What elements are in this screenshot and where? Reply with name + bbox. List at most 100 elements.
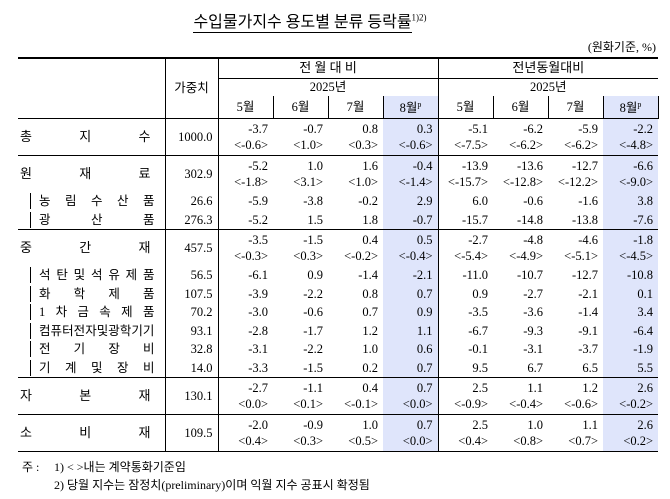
main-row: 자 본 재 130.1 -2.7 <0.0> -1.1 <0.1> 0.4 <-0.1> 0.7 <0… (18, 377, 659, 414)
value: 3.4 (637, 305, 654, 320)
contract-value: <-6.2> (509, 137, 544, 152)
value-cell: 0.7 (383, 358, 439, 377)
value: -3.5 (468, 305, 489, 320)
sub-row: 광 산 품 276.3 -5.2 1.5 1.8 -0.7 -15.7 -14.8 -13.8 -7.… (18, 210, 659, 230)
value: -6.1 (248, 268, 268, 283)
value: 0.8 (362, 286, 378, 301)
value-cell: -2.1 (383, 266, 439, 285)
header-row: 2025년 2025년 (18, 78, 658, 96)
label-char: 터 (62, 323, 74, 338)
value: 0.7 (362, 305, 378, 320)
value: 0.7 (416, 380, 433, 395)
value: 2.6 (637, 380, 654, 395)
label-char: 원 (20, 165, 32, 181)
value-cell: -1.6 (548, 192, 603, 211)
sub-row: 화 학 제 품 107.5 -3.9 -2.2 0.8 0.7 0.9 -2.7 -2.1 0.1 (18, 284, 659, 303)
month-label: 8월 (619, 101, 638, 116)
month-label: 7월 (346, 99, 365, 114)
value: -3.9 (248, 286, 268, 301)
month-header: 8월p (383, 96, 439, 118)
title: 수입물가지수 용도별 분류 등락률 (193, 14, 412, 33)
value: 9.5 (472, 360, 489, 375)
value: -6.4 (633, 323, 654, 338)
value: 1.5 (307, 212, 323, 227)
contract-value: <-5.4> (454, 248, 489, 263)
value: -3.7 (578, 342, 599, 357)
value: 1.1 (527, 380, 544, 395)
value: 1.8 (362, 212, 378, 227)
month-label: 5월 (456, 99, 475, 114)
label-char: 비 (142, 360, 155, 375)
table: 가중치 전 월 대 비 전년동월대비 2025년 2025년 5월 6월 7월 8월p 5월 6월 7… (18, 57, 659, 452)
value-cell: -3.1 (493, 340, 548, 359)
value: 0.9 (416, 305, 433, 320)
value: 1.6 (362, 158, 378, 173)
weight: 302.9 (165, 155, 219, 192)
header-row: 5월 6월 7월 8월p 5월 6월 7월 8월p (18, 96, 659, 118)
value: -2.8 (248, 323, 268, 338)
value-cell: 6.5 (548, 359, 603, 378)
value: 2.6 (637, 417, 654, 432)
contract-value: <-4.9> (509, 248, 544, 263)
value-cell: 3.4 (603, 303, 659, 322)
value-cell: -4.8 <-4.9> (493, 229, 548, 266)
value-cell: -3.3 (218, 359, 273, 378)
value-cell: 0.9 (273, 266, 328, 285)
label-char: 자 (85, 323, 97, 338)
value-cell: -7.6 (603, 210, 659, 229)
group-header: 전 월 대 비 (218, 58, 439, 78)
value-cell: 2.9 (383, 192, 439, 211)
value-cell: -0.4 <-1.4> (383, 155, 439, 192)
value: 1.2 (582, 380, 599, 395)
value: -13.6 (516, 158, 544, 173)
label-char: 재 (138, 424, 151, 440)
value: -10.7 (516, 268, 544, 283)
label-char: 광 (39, 212, 51, 227)
label-char: 본 (79, 387, 92, 403)
main-row: 총 지 수 1000.0 -3.7 <-0.6> -0.7 <1.0> 0.8 <0.3> 0.3 <… (18, 118, 659, 155)
value-cell: 6.7 (493, 359, 548, 378)
note-text: 2) 당월 지수는 잠정치(preliminary)이며 익월 지수 공표시 확… (54, 478, 370, 492)
value-cell: 0.8 <0.3> (328, 118, 383, 155)
value-cell: -14.8 (493, 211, 548, 230)
weight: 130.1 (165, 377, 219, 414)
label-char: 품 (142, 305, 155, 320)
value: -7.6 (633, 212, 654, 227)
value: -2.2 (633, 121, 654, 136)
value: -3.6 (523, 305, 544, 320)
contract-value: <-0.6> (564, 396, 599, 411)
value-cell: -5.2 <-1.8> (218, 155, 273, 192)
value: 2.5 (472, 417, 489, 432)
header-row: 가중치 전 월 대 비 전년동월대비 (18, 58, 659, 118)
weight: 1000.0 (165, 118, 219, 155)
contract-value: <-0.4> (509, 396, 544, 411)
value: -0.6 (303, 305, 323, 320)
label-char: 석 (90, 268, 103, 283)
value-cell: -1.5 (273, 359, 328, 378)
value-cell: -0.9 <0.3> (273, 414, 328, 451)
value-cell: 1.2 (328, 322, 383, 341)
label-char: 지 (79, 128, 92, 144)
value-cell: 0.7 <0.0> (383, 414, 439, 451)
title-note: 1)2) (411, 12, 427, 23)
value: -9.3 (523, 323, 544, 338)
value-cell: 1.0 (328, 340, 383, 359)
label-char: 소 (20, 424, 32, 440)
value-cell: 0.7 (383, 284, 439, 303)
value-cell: 2.6 <0.2> (603, 414, 659, 451)
value-cell: -0.2 (328, 192, 383, 211)
value: -2.1 (578, 286, 599, 301)
value-cell: -2.8 (218, 322, 273, 341)
value: 0.3 (416, 121, 433, 136)
month-label: 6월 (511, 99, 530, 114)
label-char: 장 (108, 342, 120, 357)
main-row: 소 비 재 109.5 -2.0 <0.4> -0.9 <0.3> 1.0 <0.5> 0.7 <0.… (18, 414, 659, 451)
contract-value: <-9.0> (619, 174, 654, 189)
